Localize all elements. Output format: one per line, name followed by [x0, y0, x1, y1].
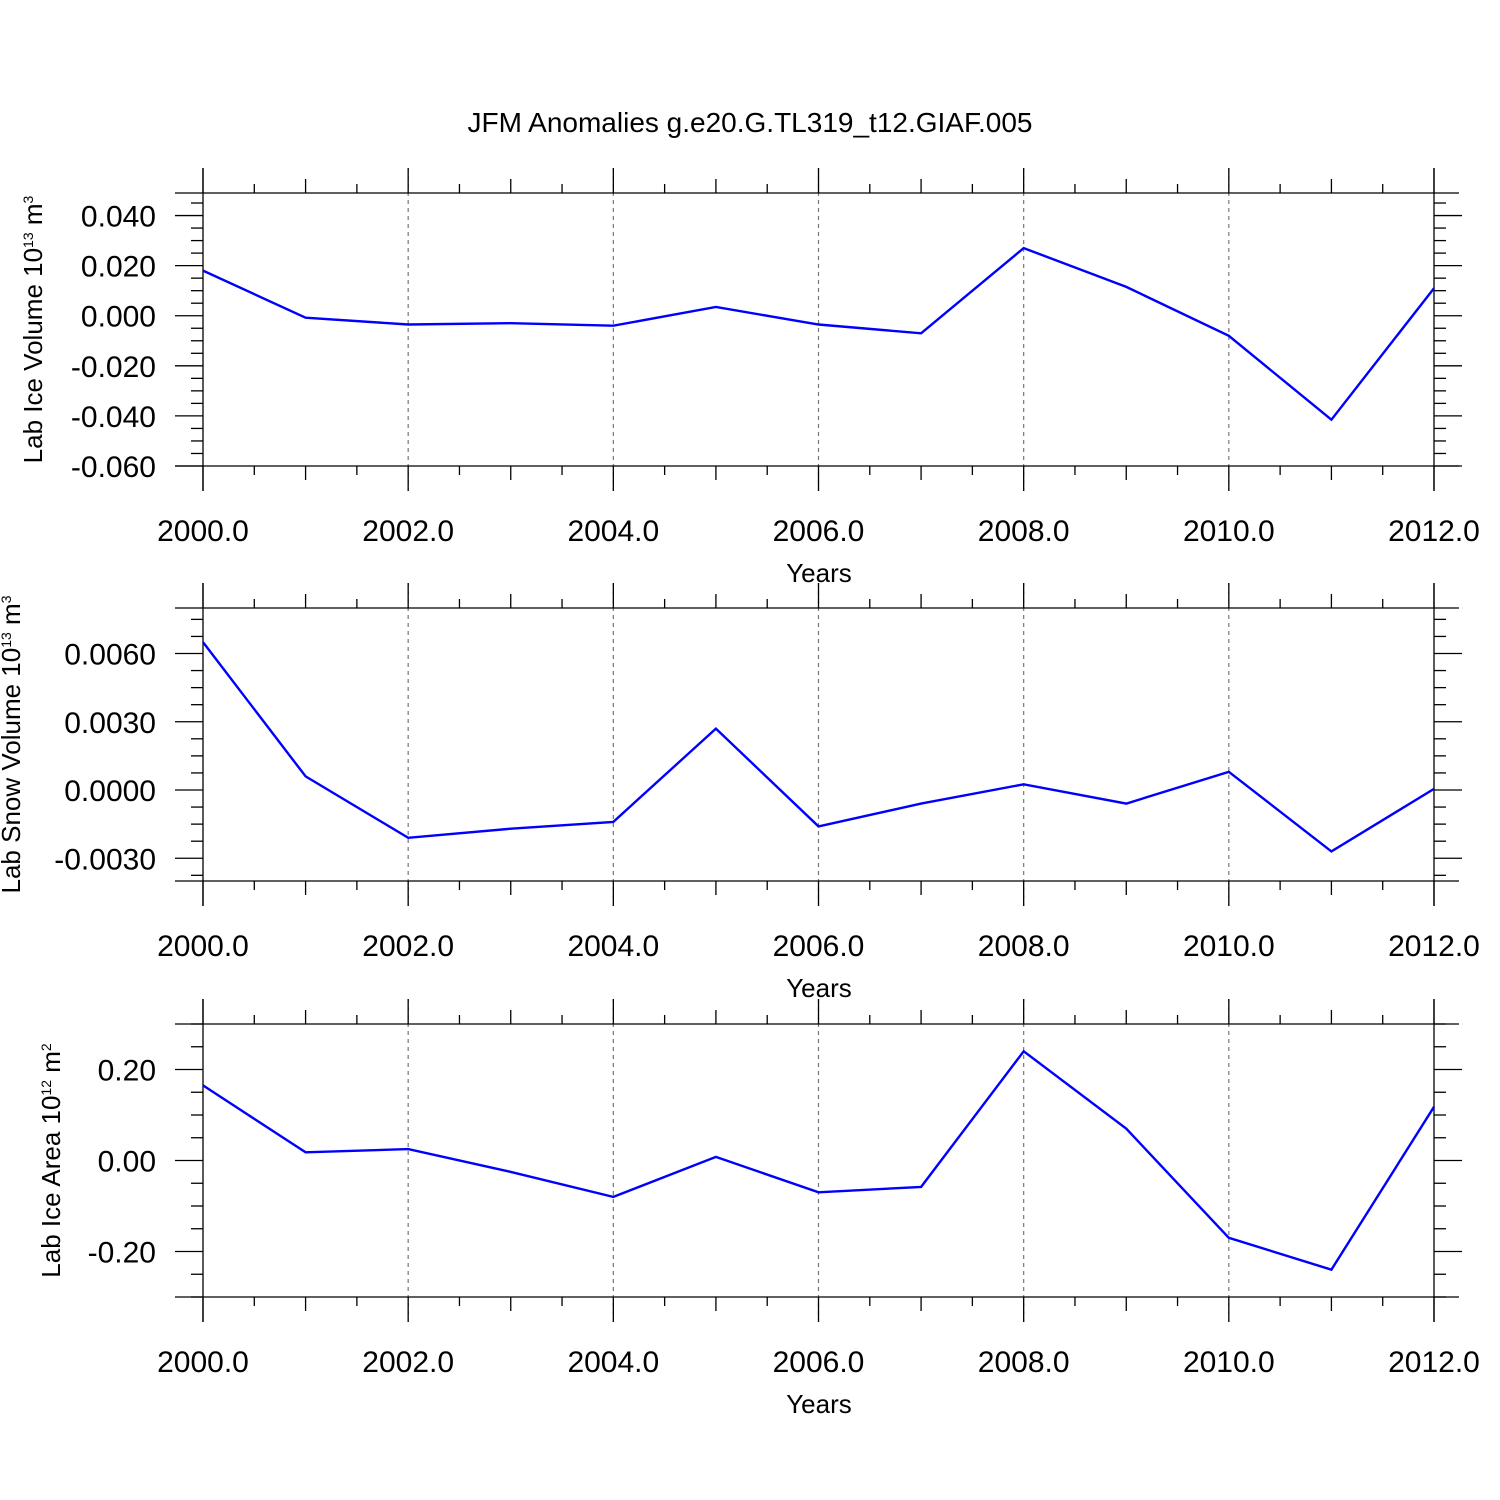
y-axis-label-superscript: 13	[20, 232, 36, 248]
x-tick-label: 2008.0	[978, 515, 1070, 548]
y-tick-label: -0.060	[71, 451, 156, 484]
x-tick-label: 2002.0	[362, 930, 454, 963]
y-axis-label-superscript: 13	[0, 632, 14, 648]
y-tick-label: 0.00	[98, 1146, 156, 1179]
y-tick-label: 0.020	[81, 251, 156, 284]
x-tick-label: 2012.0	[1388, 1346, 1480, 1379]
y-axis-label: Lab Snow Volume 1013 m3	[0, 595, 26, 893]
x-tick-label: 2012.0	[1388, 515, 1480, 548]
y-tick-label: -0.020	[71, 351, 156, 384]
y-axis-label-text: Lab Snow Volume 10	[0, 648, 26, 894]
y-tick-label: 0.0000	[64, 775, 156, 808]
x-axis-label: Years	[786, 1389, 852, 1419]
y-tick-label: 0.20	[98, 1055, 156, 1088]
x-tick-label: 2002.0	[362, 515, 454, 548]
x-tick-label: 2010.0	[1183, 1346, 1275, 1379]
x-tick-label: 2000.0	[157, 1346, 249, 1379]
y-tick-label: 0.0060	[64, 639, 156, 672]
x-tick-label: 2000.0	[157, 930, 249, 963]
x-tick-label: 2004.0	[567, 515, 659, 548]
y-tick-label: 0.0030	[64, 707, 156, 740]
x-tick-label: 2010.0	[1183, 515, 1275, 548]
y-axis-label-superscript: 3	[20, 195, 36, 203]
x-tick-label: 2006.0	[773, 515, 865, 548]
x-tick-label: 2008.0	[978, 1346, 1070, 1379]
chart-title: JFM Anomalies g.e20.G.TL319_t12.GIAF.005	[468, 107, 1033, 138]
x-tick-label: 2012.0	[1388, 930, 1480, 963]
y-tick-label: -0.20	[88, 1237, 156, 1270]
x-tick-label: 2006.0	[773, 1346, 865, 1379]
x-axis-label: Years	[786, 973, 852, 1003]
x-tick-label: 2004.0	[567, 1346, 659, 1379]
y-axis-label-text: m	[18, 203, 48, 232]
x-tick-label: 2000.0	[157, 515, 249, 548]
panel-3: 0.20 0.00 -0.20 2000.0 2002.0 2004.0 2006.0 200…	[36, 999, 1480, 1419]
y-axis-label-text: Lab Ice Area 10	[36, 1096, 66, 1278]
y-axis-label: Lab Ice Volume 1013 m3	[18, 195, 48, 463]
y-tick-label: 0.000	[81, 301, 156, 334]
y-tick-label: -0.0030	[54, 843, 156, 876]
y-axis-label-text: m	[0, 603, 26, 632]
x-tick-label: 2006.0	[773, 930, 865, 963]
y-tick-label: 0.040	[81, 201, 156, 234]
x-tick-label: 2010.0	[1183, 930, 1275, 963]
y-tick-label: -0.040	[71, 401, 156, 434]
series-line	[202, 1049, 1436, 1272]
y-axis-label-superscript: 3	[0, 595, 14, 603]
y-axis-label: Lab Ice Area 1012 m2	[36, 1043, 66, 1278]
y-axis-label-superscript: 2	[38, 1043, 54, 1051]
y-axis-label-text: m	[36, 1051, 66, 1080]
x-tick-label: 2008.0	[978, 930, 1070, 963]
y-axis-label-superscript: 12	[38, 1080, 54, 1096]
panel-2: 0.0060 0.0030 0.0000 -0.0030 2000.0 2002.0 200…	[0, 583, 1480, 1003]
x-tick-label: 2004.0	[567, 930, 659, 963]
y-axis-label-text: Lab Ice Volume 10	[18, 248, 48, 463]
x-tick-label: 2002.0	[362, 1346, 454, 1379]
